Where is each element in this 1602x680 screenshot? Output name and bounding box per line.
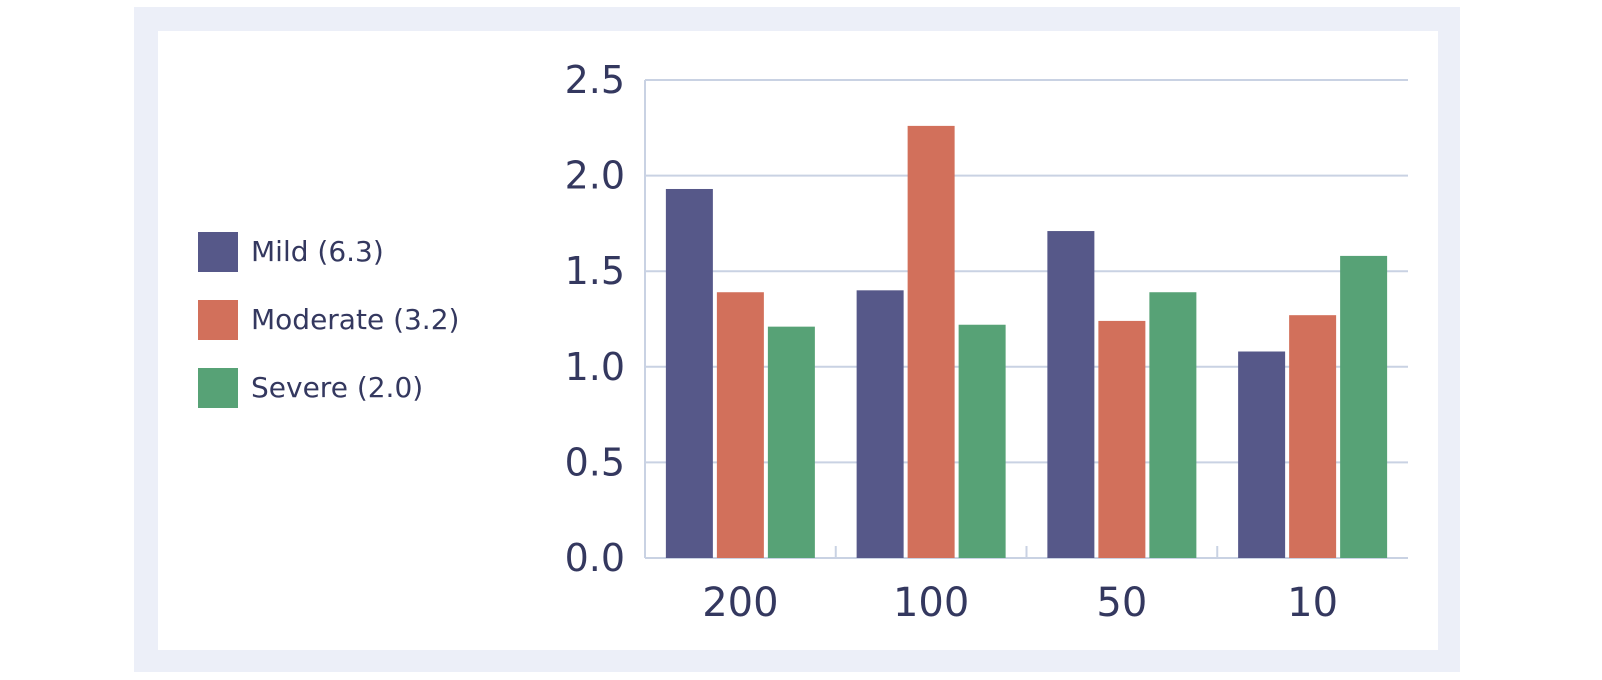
bar-severe-10 — [1340, 255, 1388, 559]
bar-moderate-100 — [907, 125, 955, 558]
y-tick-label: 2.0 — [565, 154, 625, 198]
legend-item-severe: Severe (2.0) — [198, 368, 518, 408]
bar-severe-200 — [767, 326, 815, 558]
y-tick-label: 0.5 — [565, 440, 625, 484]
bar-mild-200 — [665, 188, 713, 558]
bar-severe-100 — [958, 324, 1006, 558]
bar-mild-50 — [1047, 231, 1095, 558]
x-tick-label: 100 — [893, 580, 969, 626]
bar-severe-50 — [1149, 292, 1197, 558]
bar-moderate-200 — [716, 292, 764, 558]
legend-label-severe: Severe (2.0) — [251, 371, 424, 404]
legend-item-mild: Mild (6.3) — [198, 232, 518, 272]
legend-swatch-moderate — [198, 300, 238, 340]
x-tick-label: 200 — [702, 580, 778, 626]
x-tick-label: 10 — [1287, 580, 1338, 626]
y-tick-label: 1.0 — [565, 345, 625, 389]
y-tick-label: 0.0 — [565, 536, 625, 580]
bar-mild-100 — [856, 290, 904, 558]
x-tick-label: 50 — [1096, 580, 1147, 626]
legend-item-moderate: Moderate (3.2) — [198, 300, 518, 340]
legend-swatch-mild — [198, 232, 238, 272]
bar-mild-10 — [1238, 351, 1286, 558]
bar-moderate-50 — [1098, 320, 1146, 558]
legend-label-moderate: Moderate (3.2) — [251, 303, 460, 336]
y-tick-label: 2.5 — [565, 58, 625, 102]
legend-label-mild: Mild (6.3) — [251, 235, 384, 268]
bar-moderate-10 — [1289, 315, 1337, 558]
legend-swatch-severe — [198, 368, 238, 408]
y-tick-label: 1.5 — [565, 249, 625, 293]
